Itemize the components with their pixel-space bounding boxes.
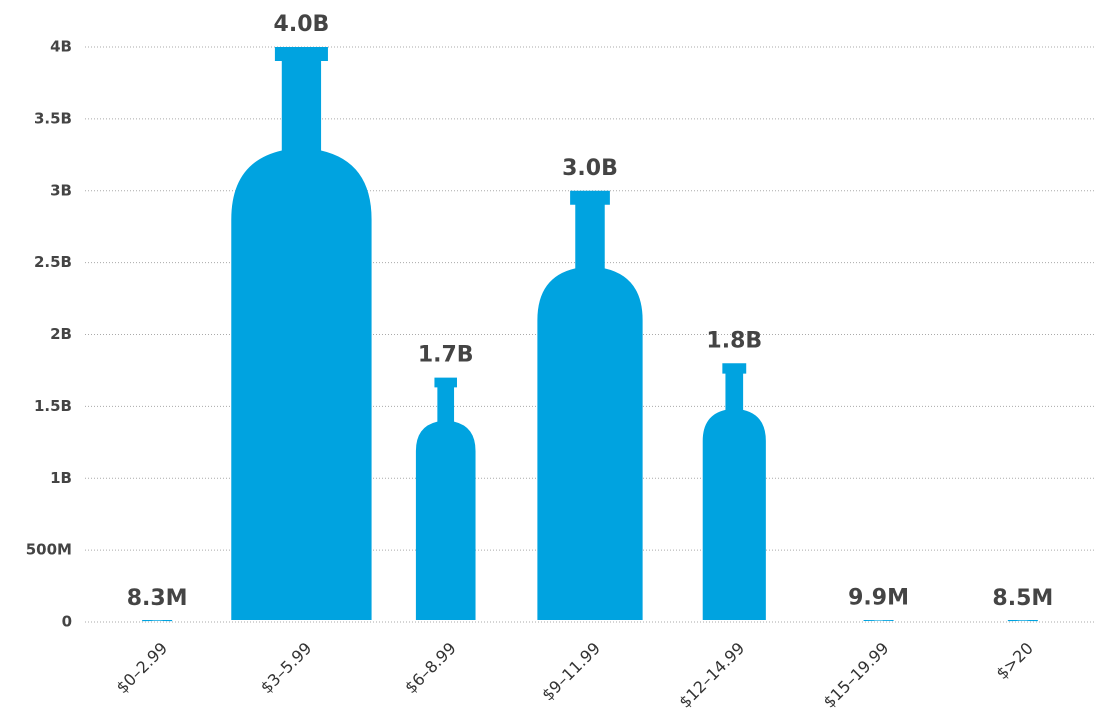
- data-label: 1.8B: [706, 328, 762, 353]
- y-tick-label: 3.5B: [34, 109, 72, 127]
- y-tick-label: 1.5B: [34, 397, 72, 415]
- y-tick-label: 2B: [50, 325, 72, 343]
- x-tick-label: $15–19.99: [820, 639, 893, 712]
- y-tick-label: 0: [62, 613, 72, 631]
- bottle-bar: [863, 620, 894, 622]
- x-tick-label: $>20: [992, 639, 1037, 684]
- data-label: 3.0B: [562, 156, 618, 181]
- x-tick-label: $3–5.99: [257, 639, 316, 698]
- x-tick-label: $9–11.99: [538, 639, 604, 705]
- x-tick-label: $0–2.99: [112, 639, 171, 698]
- y-tick-label: 500M: [26, 541, 72, 559]
- data-label: 8.3M: [127, 586, 188, 611]
- bottle-bar: [1007, 620, 1038, 622]
- bottle-bar: [537, 190, 643, 620]
- data-label: 9.9M: [848, 586, 909, 611]
- y-tick-label: 3B: [50, 181, 72, 199]
- bottle-bar: [231, 47, 372, 620]
- bottle-bar: [142, 620, 173, 622]
- bottle-bar: [415, 377, 476, 620]
- bottle-bar: [702, 363, 766, 620]
- y-tick-label: 4B: [50, 38, 72, 56]
- x-tick-label: $6–8.99: [401, 639, 460, 698]
- x-tick-label: $12–14.99: [675, 639, 748, 712]
- data-label: 4.0B: [274, 12, 330, 37]
- data-label: 8.5M: [992, 586, 1053, 611]
- y-tick-label: 1B: [50, 469, 72, 487]
- y-tick-label: 2.5B: [34, 253, 72, 271]
- data-label: 1.7B: [418, 343, 474, 368]
